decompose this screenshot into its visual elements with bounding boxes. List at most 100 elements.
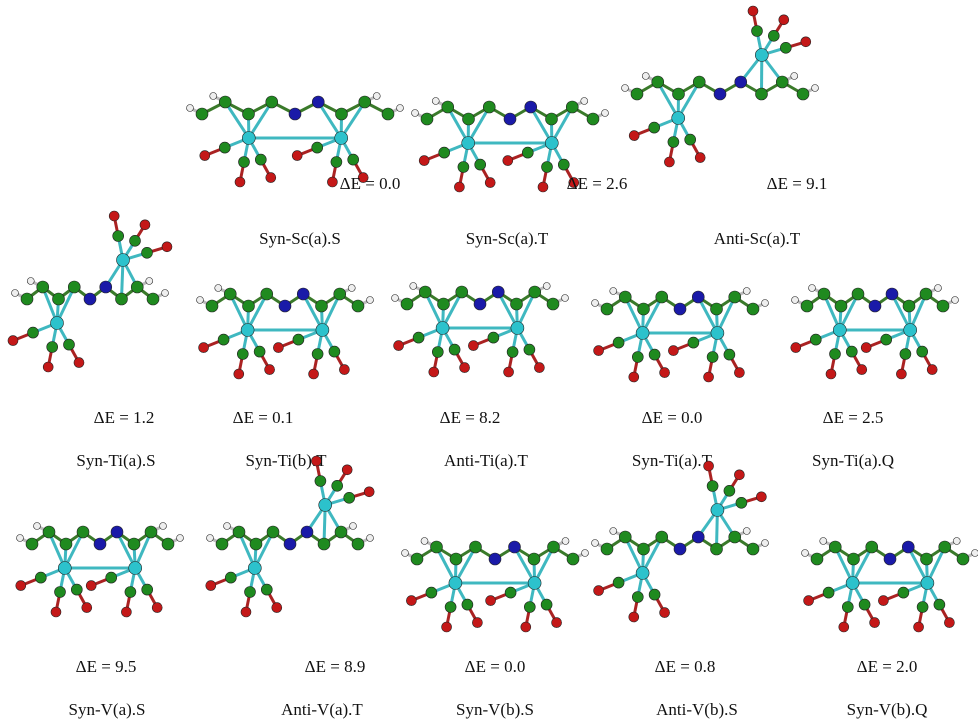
atom: [921, 577, 934, 590]
atom: [339, 365, 349, 375]
atom: [55, 587, 66, 598]
structure-name: Syn-V(a).S: [69, 700, 146, 719]
atom: [58, 562, 71, 575]
atom: [504, 113, 516, 125]
atom: [714, 88, 726, 100]
atom: [957, 553, 969, 565]
atom: [474, 298, 486, 310]
atom: [756, 88, 768, 100]
atom: [410, 283, 417, 290]
atom: [937, 300, 949, 312]
atom: [833, 324, 846, 337]
atom: [562, 295, 569, 302]
atom: [439, 147, 450, 158]
atom: [801, 300, 813, 312]
atom: [436, 322, 449, 335]
atom: [162, 290, 169, 297]
atom: [60, 538, 72, 550]
atom: [729, 531, 741, 543]
atom: [503, 156, 513, 166]
atom: [131, 281, 143, 293]
atom: [804, 596, 814, 606]
atom: [881, 334, 892, 345]
atom: [525, 101, 537, 113]
atom: [475, 159, 486, 170]
molecule: [8, 211, 172, 372]
atom: [594, 586, 604, 596]
atom: [382, 108, 394, 120]
atom: [117, 254, 130, 267]
atom: [542, 162, 553, 173]
atom: [266, 173, 276, 183]
atom: [273, 343, 283, 353]
atom: [704, 372, 714, 382]
atom: [711, 303, 723, 315]
atom: [921, 553, 933, 565]
molecule: [592, 461, 769, 622]
atom: [196, 108, 208, 120]
atom: [642, 73, 649, 80]
atom: [688, 337, 699, 348]
atom: [267, 526, 279, 538]
atom: [704, 461, 714, 471]
atom: [619, 531, 631, 543]
atom: [857, 365, 867, 375]
atom: [594, 346, 604, 356]
atom: [939, 541, 951, 553]
atom: [818, 288, 830, 300]
atom: [695, 153, 705, 163]
atom: [762, 300, 769, 307]
atom: [293, 334, 304, 345]
atom: [898, 587, 909, 598]
atom: [113, 231, 124, 242]
energy-label: ΔE = 0.0: [642, 408, 703, 427]
atom: [724, 349, 735, 360]
atom: [668, 137, 679, 148]
atom: [94, 538, 106, 550]
atom: [602, 110, 609, 117]
energy-label: ΔE = 9.5: [76, 657, 137, 676]
atom: [421, 538, 428, 545]
atom: [460, 363, 470, 373]
energy-label: ΔE = 8.9: [305, 657, 366, 676]
atom: [413, 332, 424, 343]
atom: [538, 182, 548, 192]
atom: [743, 288, 750, 295]
atom: [392, 295, 399, 302]
atom: [344, 492, 355, 503]
atom: [331, 157, 342, 168]
structure-name: Syn-Ti(a).T: [632, 451, 713, 470]
atom: [266, 96, 278, 108]
atom: [463, 113, 475, 125]
atom: [367, 535, 374, 542]
atom: [652, 76, 664, 88]
atom: [629, 131, 639, 141]
molecule: [791, 285, 959, 380]
atom: [207, 535, 214, 542]
atom: [768, 30, 779, 41]
atom: [791, 73, 798, 80]
atom: [248, 562, 261, 575]
atom: [944, 618, 954, 628]
atom: [802, 550, 809, 557]
atom: [77, 526, 89, 538]
atom: [359, 96, 371, 108]
structure-name: Syn-V(b).Q: [847, 700, 928, 719]
atom: [581, 98, 588, 105]
atom: [426, 587, 437, 598]
atom: [245, 587, 256, 598]
atom: [43, 362, 53, 372]
atom: [224, 288, 236, 300]
atom: [920, 288, 932, 300]
structure-name: Anti-Ti(a).T: [444, 451, 529, 470]
energy-label: ΔE = 9.1: [767, 174, 828, 193]
atom: [485, 178, 495, 188]
structure-name: Syn-Sc(a).T: [466, 229, 549, 248]
atom: [866, 541, 878, 553]
atom: [442, 622, 452, 632]
atom: [545, 137, 558, 150]
atom: [109, 211, 119, 221]
atom: [401, 298, 413, 310]
atom: [952, 297, 959, 304]
atom: [619, 291, 631, 303]
